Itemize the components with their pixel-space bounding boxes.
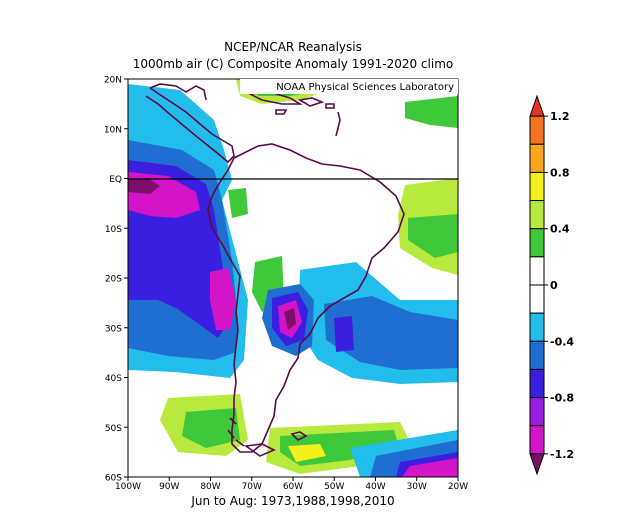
anomaly-green-atlantic [408, 214, 458, 258]
colorbar-segment [529, 228, 545, 258]
anomaly-green-caribbean [405, 96, 458, 128]
tierra-del-fuego-coast [243, 443, 276, 457]
longitude-axis: 100W 90W 80W 70W 60W 50W 40W 30W 20W [115, 477, 468, 492]
colorbar-label: -0.8 [550, 392, 574, 405]
colorbar-label: 0 [550, 279, 558, 292]
lon-tick-label: 80W [200, 482, 220, 492]
colorbar-segment [529, 200, 545, 230]
credit-box [240, 79, 458, 94]
lon-tick-label: 90W [159, 482, 179, 492]
colorbar-segment [529, 340, 545, 370]
central-america-coast [145, 87, 235, 164]
colorbar-segment [529, 368, 545, 399]
lon-tick-label: 40W [365, 482, 385, 492]
yucatan-coast [149, 83, 207, 101]
colorbar-segment [529, 171, 545, 202]
puerto-rico-coast [325, 103, 335, 109]
anomaly-magenta-southeast [402, 458, 458, 477]
colorbar-top-triangle [529, 94, 545, 117]
lat-tick-label: 10N [104, 125, 122, 135]
lat-tick-label: 20S [105, 275, 122, 285]
colorbar-label: 1.2 [550, 110, 570, 123]
colorbar-label: -0.4 [550, 335, 574, 348]
anomaly-yellow-spot [288, 444, 326, 462]
lat-tick-label: 30S [105, 324, 122, 334]
anomaly-green-south [182, 408, 240, 448]
anomaly-field [128, 79, 458, 477]
anomaly-blue-south-atlantic [324, 296, 458, 370]
hispaniola-coast [297, 97, 325, 107]
chile-islands [227, 417, 245, 447]
lon-tick-label: 50W [324, 482, 344, 492]
lat-tick-label: 10S [105, 225, 122, 235]
colorbar-label: -1.2 [550, 448, 574, 461]
jamaica-coast [275, 109, 288, 115]
anomaly-purple-atlantic [334, 316, 354, 352]
colorbar-segment [529, 284, 545, 314]
colorbar: 1.2 0.8 0.4 0 -0.4 -0.8 -1.2 [529, 94, 574, 476]
title-line-1: NCEP/NCAR Reanalysis [224, 40, 362, 54]
colorbar-segment [529, 115, 545, 145]
title-line-2: 1000mb air (C) Composite Anomaly 1991-20… [132, 57, 454, 71]
lon-tick-label: 30W [407, 482, 427, 492]
south-america-coast [207, 143, 405, 453]
lat-tick-label: 60S [105, 474, 122, 484]
colorbar-segment [529, 143, 545, 173]
lat-tick-label: 20N [104, 76, 122, 86]
subtitle: Jun to Aug: 1973,1988,1998,2010 [191, 494, 395, 508]
latitude-axis: 20N 10N EQ 10S 20S 30S 40S 50S 60S [104, 76, 128, 484]
anomaly-deep-purple-argentina [284, 308, 296, 330]
colorbar-segment [529, 312, 545, 342]
lon-tick-label: 60W [283, 482, 303, 492]
lat-tick-label: EQ [109, 175, 122, 185]
colorbar-bottom-triangle [529, 453, 545, 476]
lon-tick-label: 20W [448, 482, 468, 492]
lat-tick-label: 50S [105, 424, 122, 434]
lon-tick-label: 100W [115, 482, 141, 492]
colorbar-segment [529, 256, 545, 286]
lat-tick-label: 40S [105, 374, 122, 384]
colorbar-segment [529, 425, 545, 455]
anomaly-deep-purple-pacific [128, 178, 160, 194]
anomaly-green-amazon [228, 188, 248, 218]
anomaly-magenta-chile [210, 268, 236, 330]
colorbar-segment [529, 397, 545, 427]
lesser-antilles-coast [335, 111, 341, 137]
colorbar-label: 0.8 [550, 166, 570, 179]
falklands-coast [290, 431, 308, 441]
credit-label: NOAA Physical Sciences Laboratory [276, 82, 454, 93]
lon-tick-label: 70W [242, 482, 262, 492]
colorbar-label: 0.4 [550, 223, 570, 236]
